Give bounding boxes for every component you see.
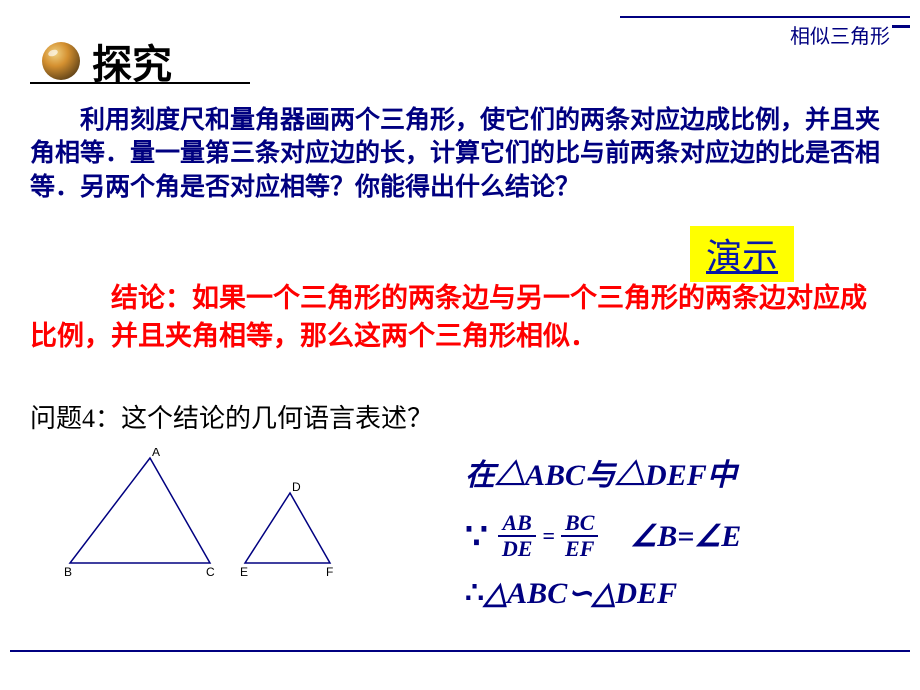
fraction-ab-de: AB DE	[498, 512, 537, 560]
label-a: A	[152, 448, 160, 459]
because-symbol: ∵	[465, 515, 488, 557]
topic-dash	[892, 25, 910, 28]
frac2-den: EF	[561, 535, 598, 560]
angle-equality: ∠B=∠E	[630, 519, 741, 554]
proof-tri1: ABC	[525, 459, 585, 492]
result-tri2: DEF	[615, 577, 677, 610]
proof-given: 在△ABC与△DEF中	[465, 450, 741, 494]
proof-suffix: 中	[707, 459, 737, 492]
title-underline	[30, 82, 250, 84]
question-4: 问题4：这个结论的几何语言表述？	[30, 398, 433, 435]
angle-e: E	[721, 520, 741, 553]
frac1-den: DE	[498, 535, 537, 560]
frac2-num: BC	[561, 512, 598, 535]
label-c: C	[206, 565, 215, 579]
top-divider	[620, 16, 910, 18]
triangle-def	[245, 493, 330, 563]
equals-sign: =	[542, 523, 555, 549]
instruction-paragraph: 利用刻度尺和量角器画两个三角形，使它们的两条对应边成比例，并且夹角相等．量一量第…	[30, 104, 890, 204]
bottom-divider	[10, 650, 910, 652]
proof-tri2: DEF	[645, 459, 707, 492]
topic-label: 相似三角形	[790, 20, 890, 49]
frac1-num: AB	[499, 512, 536, 535]
proof-block: 在△ABC与△DEF中 ∵ AB DE = BC EF ∠B=∠E ∴△ABC∽…	[465, 450, 741, 611]
globe-icon	[42, 42, 80, 80]
angle-b: B	[657, 520, 677, 553]
label-e: E	[240, 565, 248, 579]
ratio-equation: AB DE = BC EF	[498, 512, 598, 560]
fraction-bc-ef: BC EF	[561, 512, 598, 560]
conclusion-text: 结论：如果一个三角形的两条边与另一个三角形的两条边对应成比例，并且夹角相等，那么…	[30, 280, 890, 356]
result-tri1: ABC	[507, 577, 567, 610]
triangle-abc	[70, 458, 210, 563]
therefore-symbol: ∴	[465, 577, 484, 610]
label-d: D	[292, 480, 301, 494]
label-f: F	[326, 565, 333, 579]
label-b: B	[64, 565, 72, 579]
proof-conj: 与	[585, 459, 615, 492]
triangle-diagram: A B C D E F	[60, 448, 360, 593]
proof-therefore-row: ∴△ABC∽△DEF	[465, 576, 741, 611]
demo-link[interactable]: 演示	[690, 226, 794, 282]
proof-because-row: ∵ AB DE = BC EF ∠B=∠E	[465, 512, 741, 560]
proof-prefix: 在	[465, 459, 495, 492]
